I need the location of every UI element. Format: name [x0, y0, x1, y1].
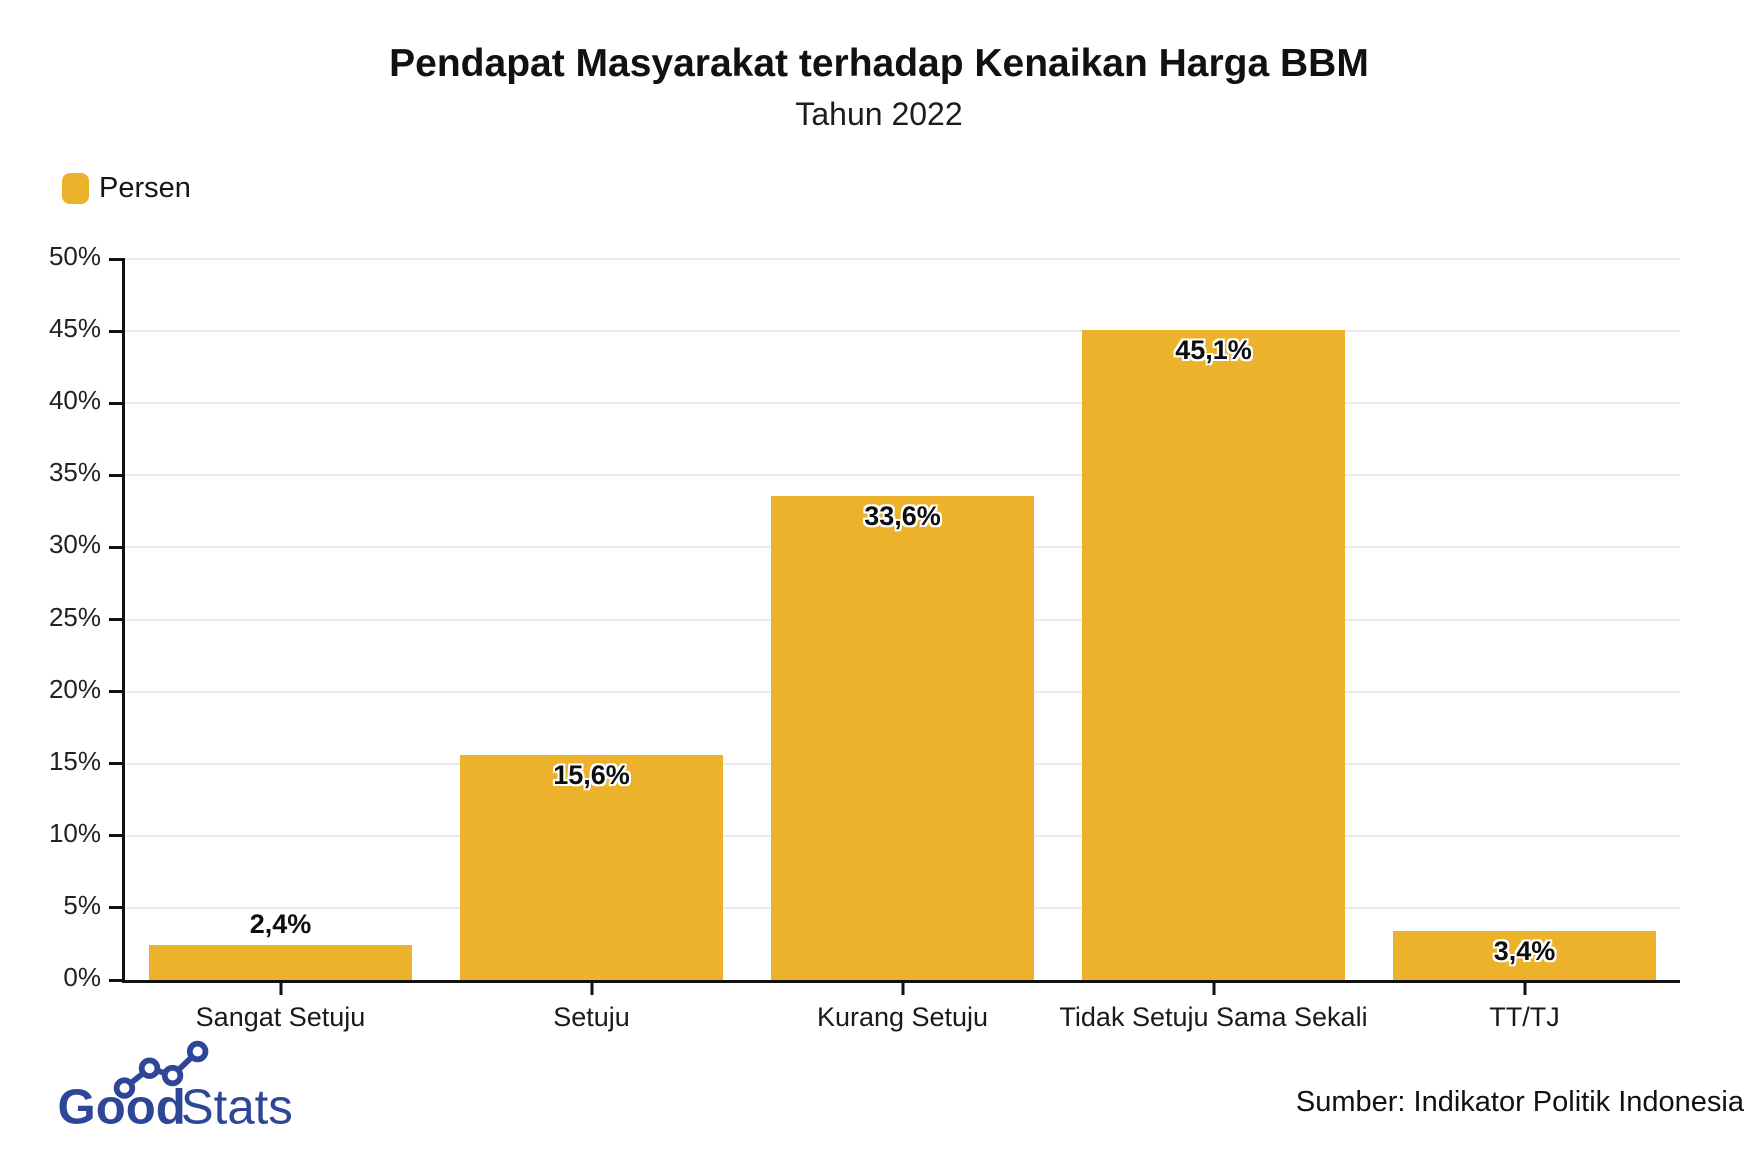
y-axis-tick: [109, 618, 122, 621]
bar-sangat-setuju: [149, 945, 412, 980]
legend-label: Persen: [99, 172, 191, 204]
y-axis-tick: [109, 906, 122, 910]
chart-title: Pendapat Masyarakat terhadap Kenaikan Ha…: [389, 42, 1369, 85]
x-axis-line: [122, 980, 1680, 983]
legend-swatch-icon: [62, 173, 89, 204]
y-axis-tick: [109, 545, 122, 549]
y-axis-tick-label: 20%: [48, 673, 101, 704]
x-axis-tick: [1212, 983, 1215, 995]
bar-value-label-setuju: 15,6%: [553, 760, 630, 791]
y-axis-tick: [109, 762, 122, 766]
x-axis-label-setuju: Setuju: [553, 1002, 630, 1032]
y-axis-tick-label: 0%: [63, 962, 101, 992]
y-axis-tick-label: 45%: [48, 313, 101, 344]
bar-tidak-setuju-sama-sekali: [1082, 329, 1345, 980]
chart-header: Pendapat Masyarakat terhadap Kenaikan Ha…: [0, 42, 1758, 133]
plot-area: 0% 5% 10% 15% 20% 25% 30% 35% 40% 45% 50% 2,4% Sanga…: [49, 241, 1680, 1032]
legend: Persen: [62, 172, 191, 205]
x-axis-tick: [901, 983, 904, 995]
y-axis-tick-label: 50%: [48, 241, 101, 271]
x-axis-label-kurang-setuju: Kurang Setuju: [816, 1002, 989, 1032]
x-axis-tick: [590, 983, 593, 995]
x-axis-tick: [279, 983, 282, 995]
bar-value-label-kurang-setuju: 33,6%: [864, 500, 941, 531]
x-axis-label-tidak-setuju-sama-sekali: Tidak Setuju Sama Sekali: [1059, 1002, 1368, 1032]
y-axis-line: [122, 258, 125, 983]
bar-value-label-sangat-setuju: 2,4%: [249, 909, 312, 940]
y-axis-tick-label: 10%: [48, 817, 101, 848]
gridline: [125, 258, 1680, 260]
gridline: [125, 402, 1680, 405]
chart-subtitle: Tahun 2022: [795, 96, 963, 132]
y-axis-tick: [109, 473, 122, 477]
y-axis-tick-label: 35%: [48, 457, 101, 488]
y-axis-tick-label: 40%: [48, 385, 101, 416]
logo-text-good: Good: [58, 1081, 186, 1132]
bar-value-label-tt-tj: 3,4%: [1493, 935, 1556, 966]
goodstats-logo: Good Stats: [57, 1040, 309, 1137]
gridline: [125, 474, 1680, 477]
bar-setuju: [460, 755, 723, 980]
y-axis-tick: [109, 329, 122, 333]
y-axis-tick: [109, 690, 122, 694]
gridline: [125, 330, 1680, 333]
x-axis-tick: [1523, 983, 1526, 995]
bar-value-label-tidak-setuju-sama-sekali: 45,1%: [1175, 334, 1252, 365]
source-attribution: Sumber: Indikator Politik Indonesia: [1295, 1086, 1744, 1118]
y-axis-tick: [109, 257, 122, 261]
bar-tt-tj: [1393, 930, 1656, 980]
y-axis-tick: [109, 401, 122, 405]
logo-text-stats: Stats: [181, 1081, 293, 1132]
x-axis-label-tt-tj: TT/TJ: [1489, 1002, 1560, 1032]
y-axis-tick: [109, 978, 122, 982]
bar-kurang-setuju: [771, 495, 1034, 980]
goodstats-logo-icon: Good Stats: [58, 1040, 293, 1135]
y-axis-tick-label: 25%: [48, 601, 101, 632]
y-axis-tick: [109, 834, 122, 838]
x-axis-label-sangat-setuju: Sangat Setuju: [195, 1002, 366, 1032]
y-axis-tick-label: 15%: [48, 745, 101, 776]
y-axis-tick-label: 30%: [48, 529, 101, 560]
y-axis-tick-label: 5%: [63, 889, 101, 920]
